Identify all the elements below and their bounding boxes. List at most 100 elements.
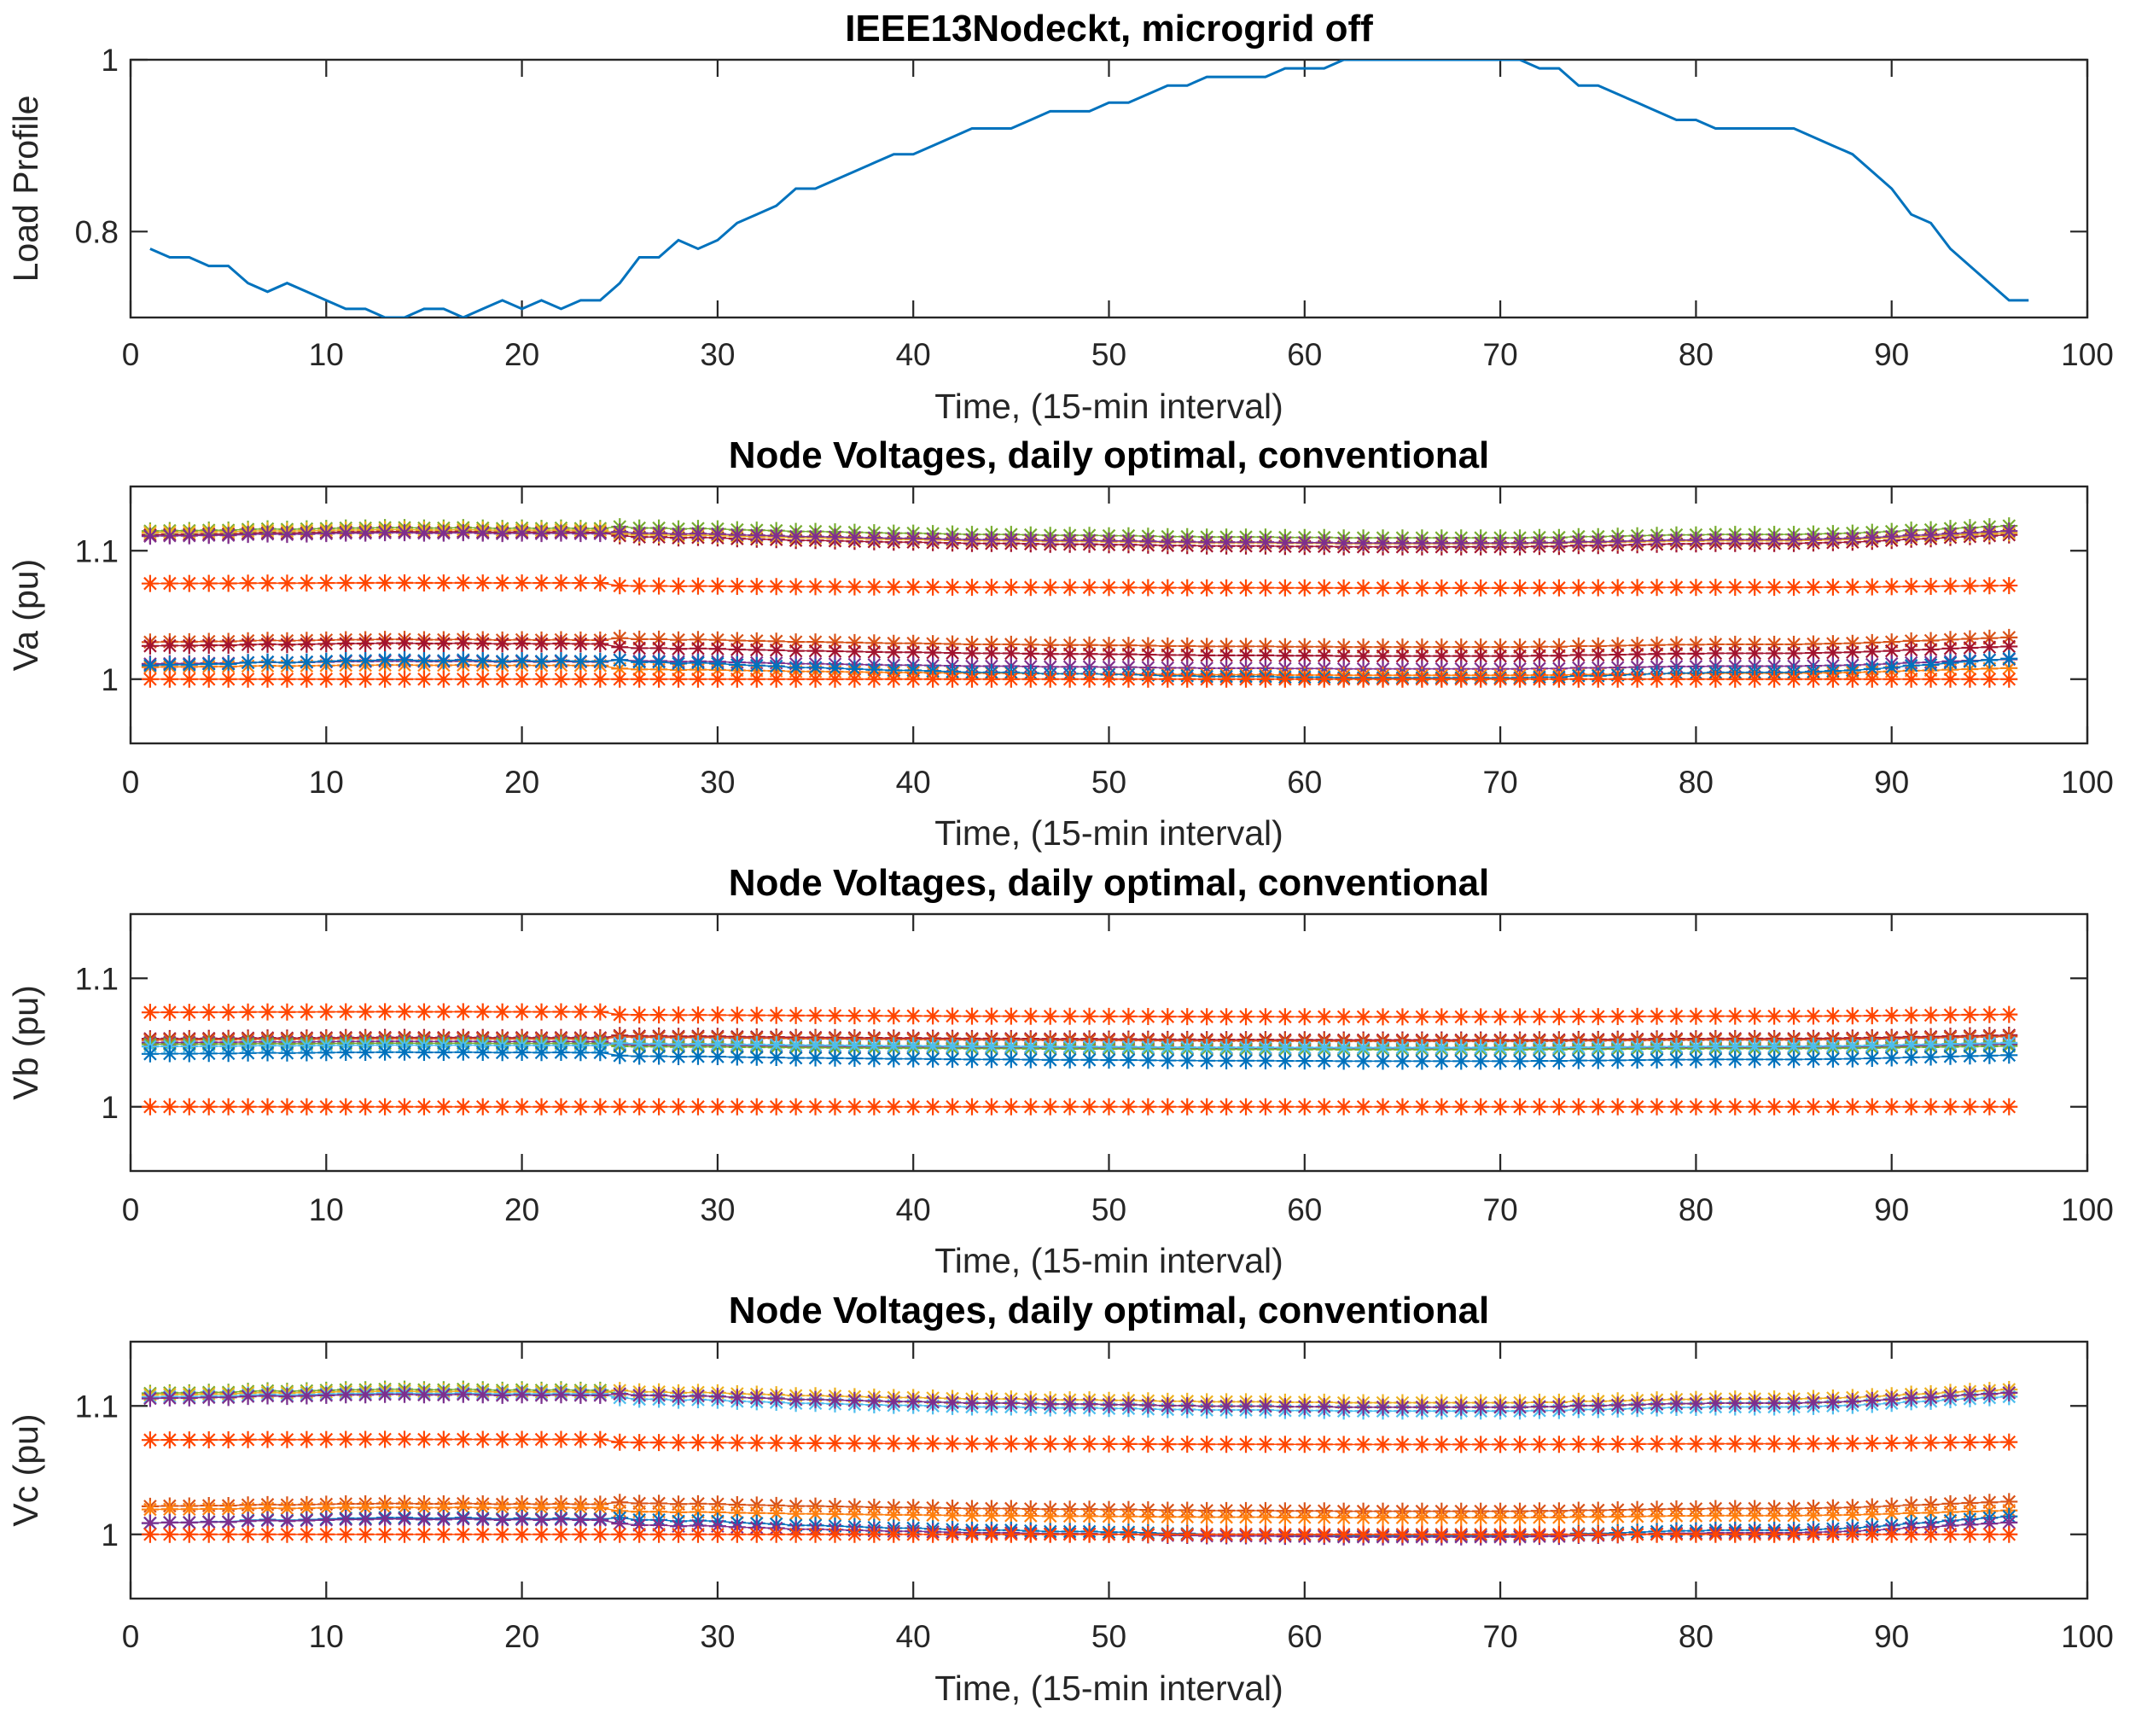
data-point: [944, 644, 962, 662]
data-point: [1452, 670, 1470, 688]
data-point: [1981, 651, 1999, 669]
data-point: [963, 1051, 981, 1069]
data-point: [454, 1043, 472, 1061]
data-point: [1824, 635, 1842, 653]
data-point: [1746, 1435, 1764, 1453]
data-point: [1374, 647, 1392, 665]
data-point: [1178, 579, 1196, 597]
data-point: [728, 577, 746, 595]
data-point: [1335, 638, 1353, 656]
y-tick-label: 0.8: [75, 214, 119, 249]
data-point: [1707, 1037, 1725, 1055]
data-point: [1315, 638, 1333, 655]
x-axis-label: Time, (15-min interval): [934, 1669, 1283, 1708]
data-point: [708, 1388, 726, 1406]
data-point: [689, 639, 707, 657]
data-point: [885, 661, 903, 679]
data-point: [1198, 579, 1216, 597]
data-point: [826, 633, 844, 651]
data-point: [337, 1499, 355, 1517]
data-point: [1335, 1436, 1353, 1453]
data-point: [239, 654, 257, 672]
data-point: [474, 574, 492, 591]
data-point: [1902, 1006, 1920, 1024]
data-point: [1863, 633, 1881, 651]
data-point: [1218, 1525, 1236, 1543]
data-point: [826, 1098, 844, 1116]
data-point: [767, 578, 785, 596]
data-point: [1413, 670, 1431, 688]
data-point: [787, 642, 805, 660]
data-point: [572, 1003, 590, 1021]
data-point: [2000, 1433, 2018, 1451]
data-point: [317, 1386, 335, 1404]
data-point: [1804, 1037, 1822, 1055]
data-point: [865, 1037, 883, 1055]
data-point: [787, 633, 805, 651]
data-point: [1687, 1098, 1705, 1116]
data-point: [1120, 1007, 1138, 1025]
data-point: [1002, 635, 1020, 653]
data-point: [806, 1098, 824, 1116]
data-point: [806, 670, 824, 688]
data-point: [513, 651, 531, 669]
data-point: [552, 1511, 570, 1529]
data-point: [670, 1434, 688, 1452]
data-point: [1902, 527, 1920, 545]
data-point: [1002, 531, 1020, 549]
data-point: [1452, 638, 1470, 656]
data-point: [846, 643, 864, 661]
data-point: [924, 1435, 942, 1453]
data-point: [611, 1046, 629, 1064]
data-point: [1178, 1436, 1196, 1453]
data-point: [1628, 1038, 1646, 1056]
data-point: [1159, 1508, 1177, 1526]
chart-title: Node Voltages, daily optimal, convention…: [729, 862, 1490, 904]
data-point: [1492, 1509, 1510, 1527]
data-point: [806, 1525, 824, 1543]
data-point: [200, 1525, 218, 1543]
data-point: [865, 1525, 883, 1543]
data-point: [1394, 647, 1411, 665]
data-point: [219, 1525, 237, 1543]
data-point: [1256, 579, 1274, 597]
data-point: [337, 670, 355, 688]
data-point: [357, 1386, 375, 1404]
data-point: [1002, 1037, 1020, 1055]
data-point: [1237, 646, 1255, 664]
data-point: [1315, 1398, 1333, 1416]
data-point: [1218, 646, 1236, 664]
data-point: [552, 1098, 570, 1116]
data-point: [1550, 1052, 1568, 1070]
data-point: [513, 1511, 531, 1529]
data-point: [532, 1098, 550, 1116]
data-point: [1961, 577, 1979, 595]
data-point: [787, 659, 805, 677]
data-point: [924, 1506, 942, 1524]
data-point: [708, 1048, 726, 1066]
data-point: [1530, 579, 1548, 597]
data-point: [1472, 579, 1490, 597]
data-point: [1198, 1008, 1216, 1026]
data-point: [1707, 1051, 1725, 1069]
data-point: [552, 1499, 570, 1517]
data-point: [846, 528, 864, 546]
data-point: [1746, 1037, 1764, 1055]
data-point: [1824, 1435, 1842, 1453]
data-point: [1785, 1051, 1803, 1069]
x-tick-label: 100: [2061, 1192, 2114, 1227]
data-point: [1648, 645, 1666, 663]
data-point: [532, 652, 550, 670]
data-point: [1902, 1048, 1920, 1066]
data-point: [434, 1098, 452, 1116]
data-point: [1394, 1398, 1411, 1416]
data-point: [944, 670, 962, 688]
data-point: [787, 1505, 805, 1523]
data-point: [259, 525, 276, 543]
data-point: [650, 1525, 668, 1543]
data-point: [1589, 533, 1607, 551]
data-point: [728, 1504, 746, 1522]
x-tick-label: 40: [896, 337, 931, 372]
data-point: [1589, 1525, 1607, 1543]
data-point: [259, 574, 276, 592]
